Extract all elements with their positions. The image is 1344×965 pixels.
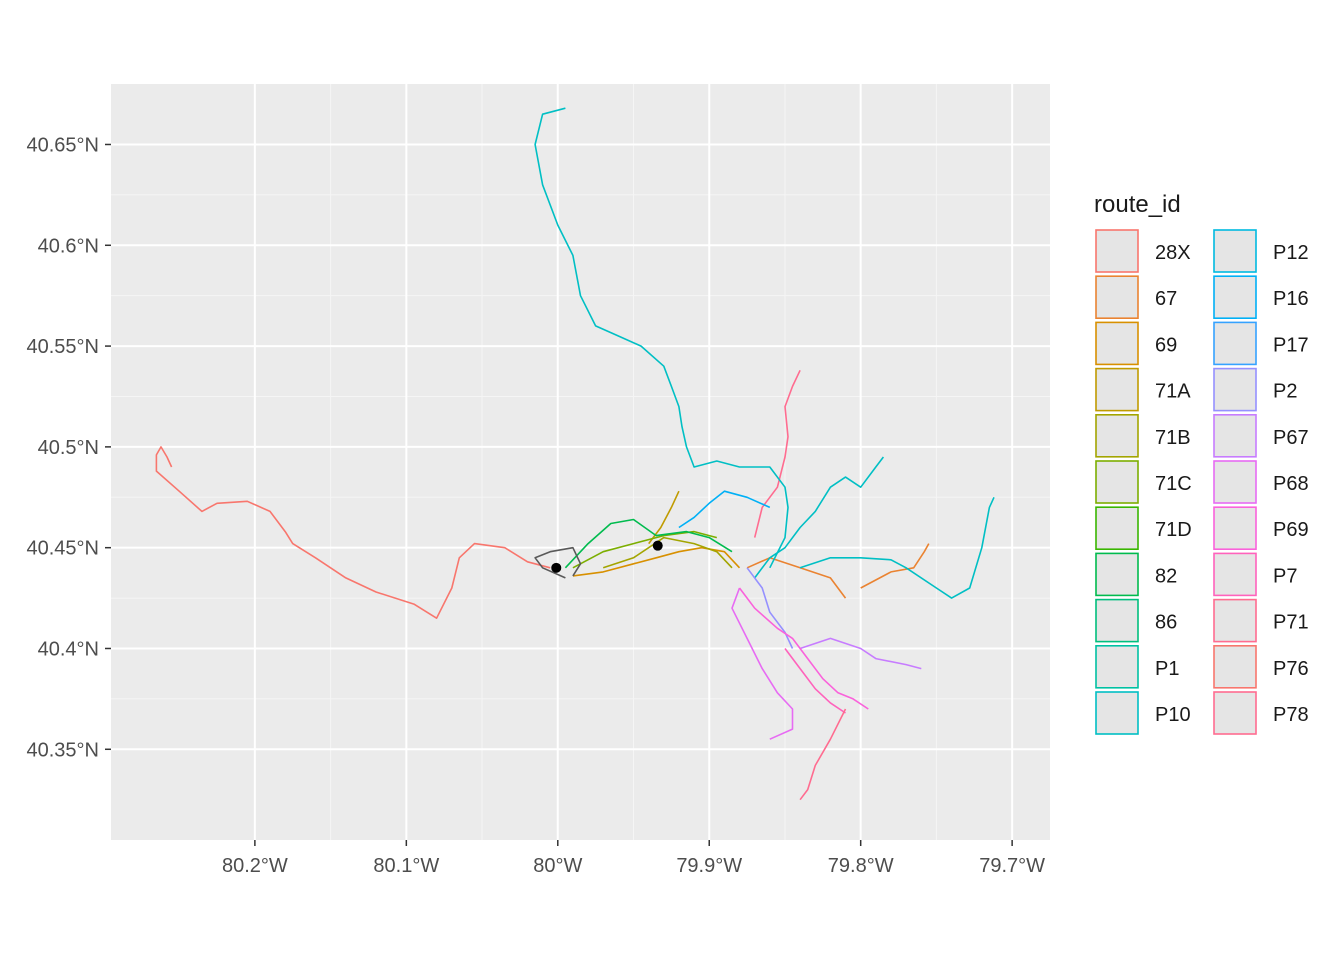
y-axis-ticks: 40.35°N 40.4°N 40.45°N 40.5°N 40.55°N 40.6°N 4…: [27, 134, 111, 761]
legend-label-p68: P68: [1273, 473, 1309, 495]
legend: route_id 28X 67 69 71A 71B 71C 71D 82 86 P1 P10 P12…: [1094, 191, 1309, 735]
legend-title: route_id: [1094, 191, 1181, 218]
legend-label-86: 86: [1155, 612, 1177, 634]
stop-markers: [551, 540, 663, 573]
legend-label-71b: 71B: [1155, 427, 1191, 449]
legend-key-67: [1095, 275, 1139, 320]
legend-key-71c: [1095, 460, 1139, 504]
legend-label-67: 67: [1155, 288, 1177, 310]
route-line-18: [799, 708, 847, 801]
legend-label-71c: 71C: [1155, 473, 1192, 495]
legend-key-p17: [1213, 321, 1257, 366]
x-axis-ticks: 80.2°W 80.1°W 80°W 79.9°W 79.8°W 79.7°W: [222, 840, 1045, 877]
route-line-16: [738, 587, 869, 710]
legend-key-p68: [1213, 460, 1257, 504]
y-tick-label: 40.65°N: [27, 134, 100, 156]
stop-marker-0: [652, 540, 663, 551]
route-line-17: [784, 648, 846, 714]
legend-label-p1: P1: [1155, 658, 1179, 680]
route-line-12: [678, 490, 771, 529]
legend-label-p17: P17: [1273, 334, 1309, 356]
legend-key-p76: [1213, 644, 1257, 689]
legend-key-p1: [1095, 644, 1139, 689]
legend-label-p67: P67: [1273, 427, 1309, 449]
legend-key-71b: [1095, 413, 1139, 458]
legend-label-p16: P16: [1273, 288, 1309, 310]
y-tick-label: 40.35°N: [27, 739, 100, 761]
legend-key-71a: [1095, 367, 1139, 412]
route-line-6: [602, 536, 733, 569]
y-tick-label: 40.4°N: [38, 638, 99, 660]
route-line-7: [572, 530, 718, 569]
x-tick-label: 79.8°W: [828, 855, 894, 877]
legend-label-69: 69: [1155, 334, 1177, 356]
legend-key-86: [1095, 598, 1139, 643]
x-tick-label: 80.2°W: [222, 855, 288, 877]
legend-key-82: [1095, 552, 1139, 597]
stop-marker-1: [551, 562, 562, 573]
route-line-19: [534, 546, 582, 579]
legend-label-71d: 71D: [1155, 519, 1192, 541]
legend-label-p78: P78: [1273, 704, 1309, 726]
x-tick-label: 80.1°W: [373, 855, 439, 877]
grid-lines: [111, 84, 1050, 840]
route-line-15: [731, 587, 794, 740]
legend-key-p71: [1213, 598, 1257, 643]
legend-key-p67: [1213, 413, 1257, 458]
y-tick-label: 40.5°N: [38, 437, 99, 459]
route-line-3: [860, 543, 930, 589]
legend-key-71d: [1095, 506, 1139, 551]
legend-key-p10: [1095, 691, 1139, 735]
y-tick-label: 40.55°N: [27, 336, 100, 358]
route-line-14: [799, 637, 922, 670]
route-line-11: [534, 107, 789, 569]
y-tick-label: 40.6°N: [38, 235, 99, 257]
legend-key-69: [1095, 321, 1139, 366]
x-tick-label: 80°W: [533, 855, 582, 877]
route-line-13: [746, 567, 794, 649]
legend-key-p16: [1213, 275, 1257, 320]
panel-background: [111, 84, 1050, 840]
legend-label-82: 82: [1155, 565, 1177, 587]
route-line-10: [799, 496, 995, 599]
legend-label-p69: P69: [1273, 519, 1309, 541]
legend-key-p78: [1213, 691, 1257, 735]
x-tick-label: 79.9°W: [676, 855, 742, 877]
route-line-0: [155, 446, 551, 620]
route-line-1: [753, 369, 801, 538]
legend-key-p69: [1213, 506, 1257, 551]
legend-label-p12: P12: [1273, 242, 1309, 264]
legend-key-p2: [1213, 367, 1257, 412]
y-tick-label: 40.45°N: [27, 538, 100, 560]
legend-label-28x: 28X: [1155, 242, 1191, 264]
legend-key-p12: [1213, 229, 1257, 273]
legend-label-p10: P10: [1155, 704, 1191, 726]
legend-label-p7: P7: [1273, 565, 1297, 587]
route-line-4: [572, 546, 741, 577]
route-lines: [155, 107, 995, 801]
legend-key-p7: [1213, 552, 1257, 597]
x-tick-label: 79.7°W: [979, 855, 1045, 877]
legend-label-71a: 71A: [1155, 381, 1191, 403]
legend-label-p71: P71: [1273, 612, 1309, 634]
legend-label-p2: P2: [1273, 381, 1297, 403]
legend-key-28x: [1095, 229, 1139, 273]
route-line-8: [564, 518, 733, 569]
legend-label-p76: P76: [1273, 658, 1309, 680]
